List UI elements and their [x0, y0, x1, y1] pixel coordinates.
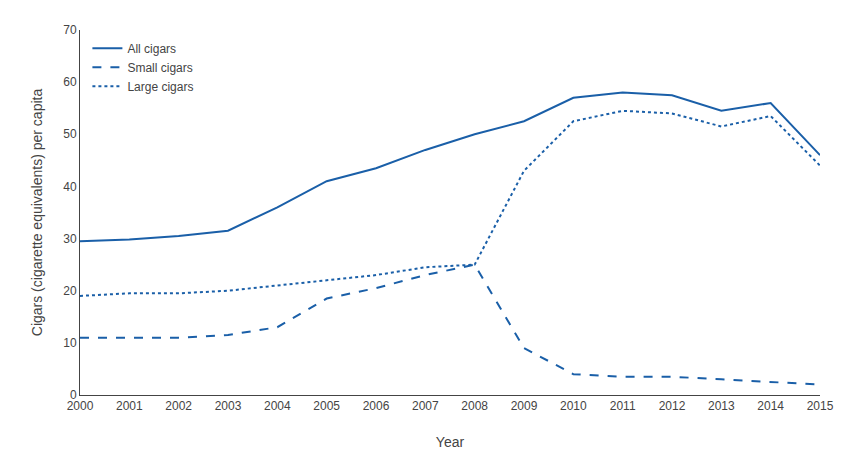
svg-text:2000: 2000 — [67, 399, 94, 413]
svg-text:2012: 2012 — [659, 399, 686, 413]
svg-text:Cigars (cigarette equivalents): Cigars (cigarette equivalents) per capit… — [29, 89, 45, 337]
svg-text:2014: 2014 — [757, 399, 784, 413]
svg-text:2009: 2009 — [511, 399, 538, 413]
svg-text:2008: 2008 — [461, 399, 488, 413]
svg-text:2006: 2006 — [363, 399, 390, 413]
svg-text:0: 0 — [70, 388, 77, 402]
svg-text:40: 40 — [63, 180, 77, 194]
svg-text:All cigars: All cigars — [127, 42, 176, 56]
svg-text:Year: Year — [436, 434, 465, 450]
svg-text:Large cigars: Large cigars — [127, 80, 193, 94]
svg-text:10: 10 — [63, 336, 77, 350]
svg-text:2010: 2010 — [560, 399, 587, 413]
svg-text:30: 30 — [63, 232, 77, 246]
svg-text:2013: 2013 — [708, 399, 735, 413]
svg-text:Small cigars: Small cigars — [127, 61, 192, 75]
svg-text:60: 60 — [63, 75, 77, 89]
svg-text:2011: 2011 — [610, 399, 636, 413]
svg-text:2001: 2001 — [116, 399, 143, 413]
svg-text:2002: 2002 — [165, 399, 192, 413]
svg-text:2003: 2003 — [215, 399, 242, 413]
svg-text:50: 50 — [63, 127, 77, 141]
svg-text:70: 70 — [63, 23, 77, 37]
svg-text:2007: 2007 — [412, 399, 439, 413]
svg-text:2005: 2005 — [313, 399, 340, 413]
svg-text:2004: 2004 — [264, 399, 291, 413]
svg-text:20: 20 — [63, 284, 77, 298]
svg-text:2015: 2015 — [807, 399, 834, 413]
